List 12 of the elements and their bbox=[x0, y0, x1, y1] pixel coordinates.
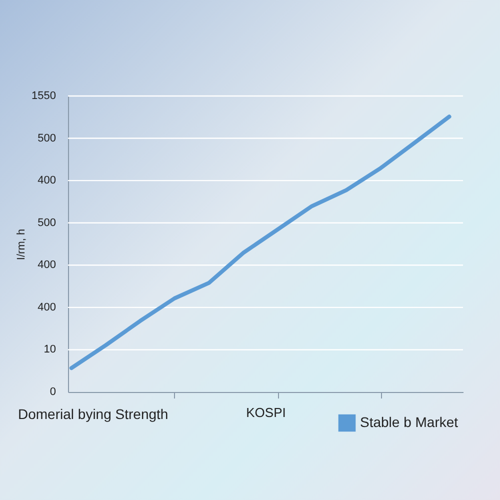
x-axis-title: KOSPI bbox=[246, 405, 286, 420]
text: 400 bbox=[38, 301, 56, 314]
text: 10 bbox=[44, 344, 56, 356]
text: 400 bbox=[38, 259, 56, 272]
text: Domerial bying Strength bbox=[18, 406, 168, 422]
text: 500 bbox=[38, 216, 56, 229]
text: 500 bbox=[38, 132, 56, 144]
legend-label: Stable b Market bbox=[360, 414, 458, 430]
text: 400 bbox=[38, 174, 56, 187]
text: 0 bbox=[50, 386, 56, 398]
y-axis-title: I/rm, h bbox=[16, 228, 28, 260]
text: 1550 bbox=[32, 90, 56, 102]
